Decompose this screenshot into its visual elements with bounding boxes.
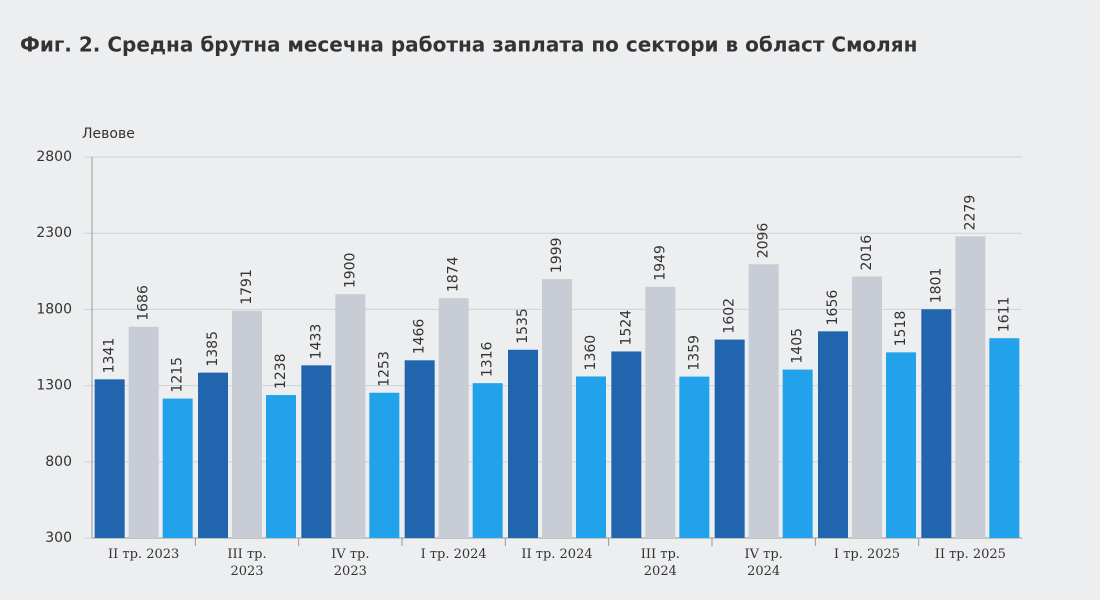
x-tick-label: II тр. 2025: [934, 547, 1006, 562]
data-label: 1360: [583, 335, 599, 371]
bar: [921, 309, 952, 538]
bar: [128, 326, 159, 538]
x-tick-label: IV тр. 2024: [744, 547, 783, 579]
data-label: 1686: [136, 285, 152, 321]
bar: [611, 351, 642, 538]
bar: [472, 383, 503, 538]
data-label: 1999: [549, 237, 565, 273]
x-tick-label: IV тр. 2023: [331, 547, 370, 579]
data-label: 1518: [893, 311, 909, 347]
data-label: 1949: [652, 245, 668, 281]
y-tick-label: 800: [45, 454, 72, 470]
y-tick-label: 2800: [36, 149, 72, 165]
data-label: 1253: [376, 351, 392, 387]
data-label: 1238: [273, 353, 289, 389]
bar: [782, 369, 813, 538]
bar: [576, 376, 606, 538]
x-tick-label: I тр. 2024: [420, 547, 487, 562]
bar: [301, 365, 332, 538]
data-label: 1801: [928, 268, 944, 304]
bar: [989, 338, 1020, 538]
bar: [335, 294, 366, 538]
bar: [955, 236, 986, 539]
bar: [232, 310, 262, 538]
data-label: 1359: [686, 335, 702, 371]
bar: [542, 279, 572, 538]
y-tick-label: 1800: [36, 301, 72, 317]
data-label: 1341: [102, 338, 118, 374]
x-tick-label: III тр. 2023: [227, 547, 267, 579]
y-tick-label: 2300: [36, 225, 72, 241]
chart-title: Фиг. 2. Средна брутна месечна работна за…: [20, 33, 917, 57]
data-label: 1656: [825, 290, 841, 326]
bar: [508, 349, 538, 538]
bar: [369, 392, 400, 538]
bar: [198, 372, 228, 538]
bar: [94, 379, 125, 538]
x-tick-label: III тр. 2024: [640, 547, 680, 579]
data-label: 1385: [205, 331, 221, 367]
y-tick-label: 300: [45, 530, 72, 546]
bar: [818, 331, 848, 538]
bar: [886, 352, 916, 538]
bar: [679, 376, 710, 538]
y-tick-label: 1300: [36, 378, 72, 394]
data-label: 1874: [446, 256, 462, 292]
data-label: 1316: [480, 341, 496, 377]
data-label: 2096: [756, 223, 772, 259]
bar: [852, 276, 882, 538]
bar: [404, 360, 435, 538]
data-label: 1433: [308, 324, 324, 360]
bar: [438, 298, 469, 538]
data-label: 1405: [790, 328, 806, 364]
data-label: 1900: [342, 253, 358, 289]
x-tick-label: II тр. 2023: [108, 547, 180, 562]
x-tick-label: I тр. 2025: [833, 547, 901, 562]
y-axis-label: Левове: [82, 126, 135, 142]
data-label: 1466: [412, 319, 428, 355]
data-label: 2279: [962, 195, 978, 231]
data-label: 1215: [170, 357, 186, 393]
data-label: 1611: [996, 297, 1012, 333]
bar: [162, 398, 193, 538]
data-label: 2016: [859, 235, 875, 271]
data-label: 1524: [618, 310, 634, 346]
data-label: 1535: [515, 308, 531, 344]
bar: [714, 339, 745, 538]
bar: [266, 395, 296, 538]
data-label: 1602: [722, 298, 738, 334]
bar: [645, 286, 676, 538]
data-label: 1791: [239, 269, 255, 305]
x-tick-label: II тр. 2024: [521, 547, 593, 562]
bar: [748, 264, 779, 538]
